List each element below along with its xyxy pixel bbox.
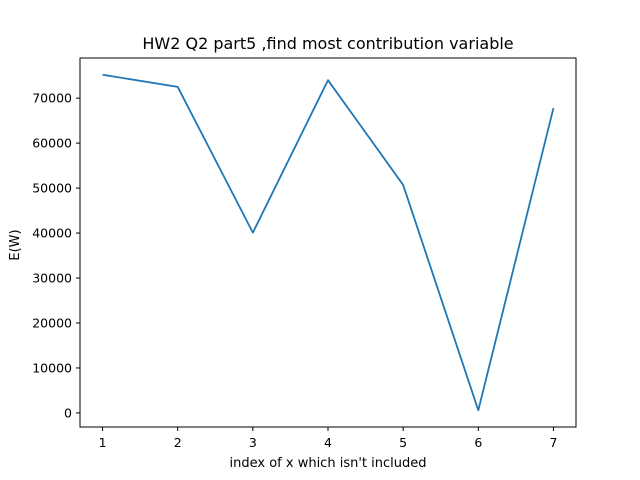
x-tick-label: 2: [174, 435, 182, 450]
x-tick-label: 7: [549, 435, 557, 450]
plot-frame: [79, 57, 577, 428]
x-axis-label: index of x which isn't included: [230, 456, 427, 471]
series-line-0: [102, 73, 555, 412]
x-tick-label: 5: [399, 435, 407, 450]
y-tick-label: 20000: [32, 315, 72, 330]
y-tick-label: 40000: [32, 226, 72, 241]
y-tick-label: 50000: [32, 181, 72, 196]
plot-area: [102, 73, 555, 412]
y-axis-label: E(W): [8, 229, 23, 260]
y-tick-label: 60000: [32, 136, 72, 151]
chart-title: HW2 Q2 part5 ,find most contribution var…: [142, 34, 513, 53]
x-tick-label: 6: [474, 435, 482, 450]
y-tick-label: 0: [64, 405, 72, 420]
y-tick-label: 70000: [32, 91, 72, 106]
x-tick-label: 4: [324, 435, 332, 450]
x-axis: 1 2 3 4 5 6 7: [99, 427, 557, 450]
y-axis: 0 10000 20000 30000 40000 50000 60000 70000: [32, 91, 80, 420]
x-tick-label: 3: [249, 435, 257, 450]
x-tick-label: 1: [99, 435, 107, 450]
y-tick-label: 30000: [32, 271, 72, 286]
y-tick-label: 10000: [32, 360, 72, 375]
